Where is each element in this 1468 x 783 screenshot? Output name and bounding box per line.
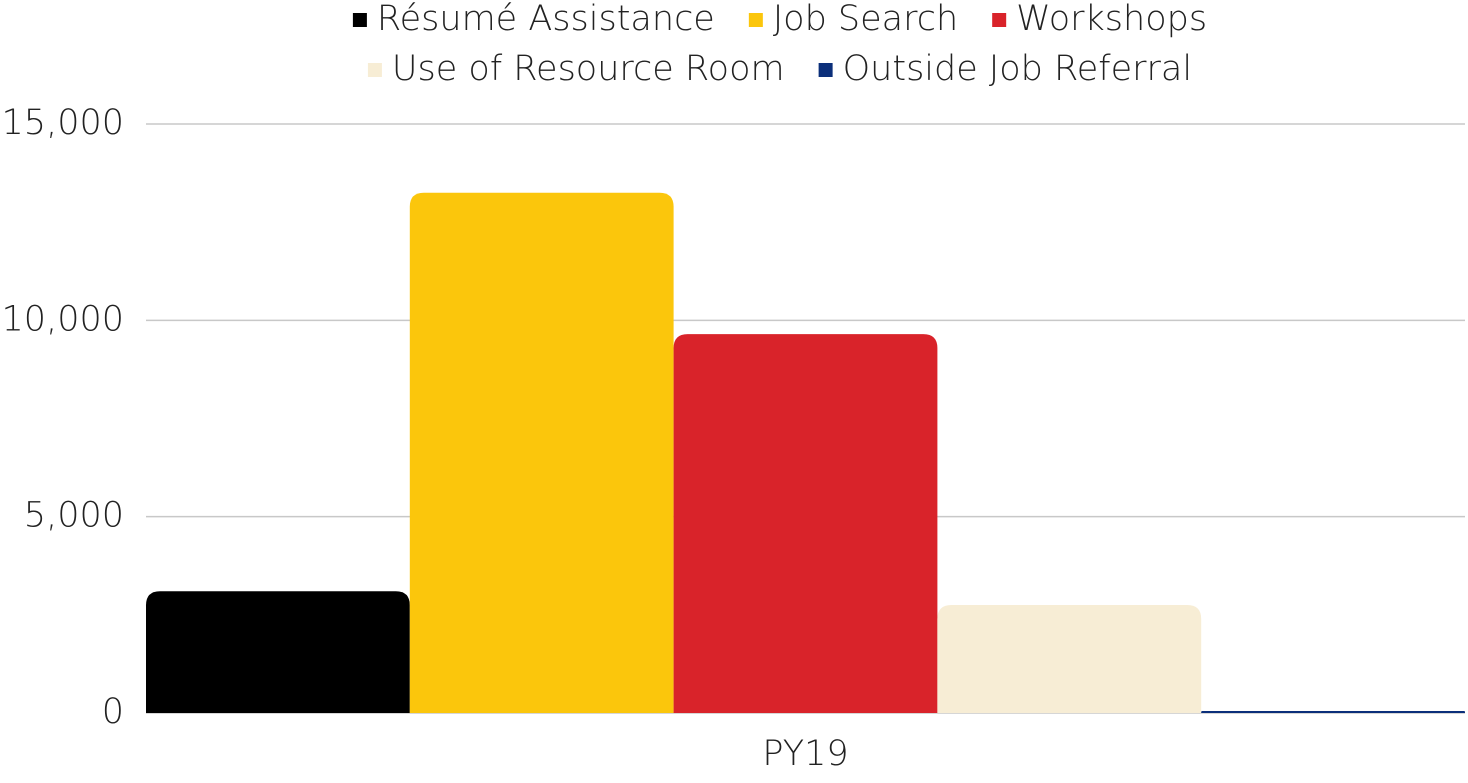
bar bbox=[673, 334, 938, 713]
y-tick-label: 0 bbox=[102, 692, 124, 732]
legend-marker bbox=[992, 13, 1007, 27]
legend-marker bbox=[748, 13, 763, 27]
legend-marker bbox=[367, 63, 382, 77]
bar bbox=[146, 591, 410, 713]
bar bbox=[937, 605, 1202, 713]
legend-marker bbox=[352, 13, 367, 27]
y-tick-label: 15,000 bbox=[2, 103, 124, 143]
y-tick-label: 10,000 bbox=[2, 299, 124, 339]
y-tick-label: 5,000 bbox=[24, 496, 124, 536]
bar bbox=[409, 192, 674, 713]
x-tick-label: PY19 bbox=[762, 734, 848, 774]
legend-label: Résumé Assistance bbox=[377, 0, 715, 39]
legend-label: Outside Job Referral bbox=[843, 49, 1192, 89]
legend-label: Job Search bbox=[773, 0, 958, 39]
legend-label: Workshops bbox=[1016, 0, 1207, 39]
legend-label: Use of Resource Room bbox=[392, 49, 785, 89]
bar bbox=[1201, 711, 1465, 713]
legend-marker bbox=[818, 63, 833, 77]
